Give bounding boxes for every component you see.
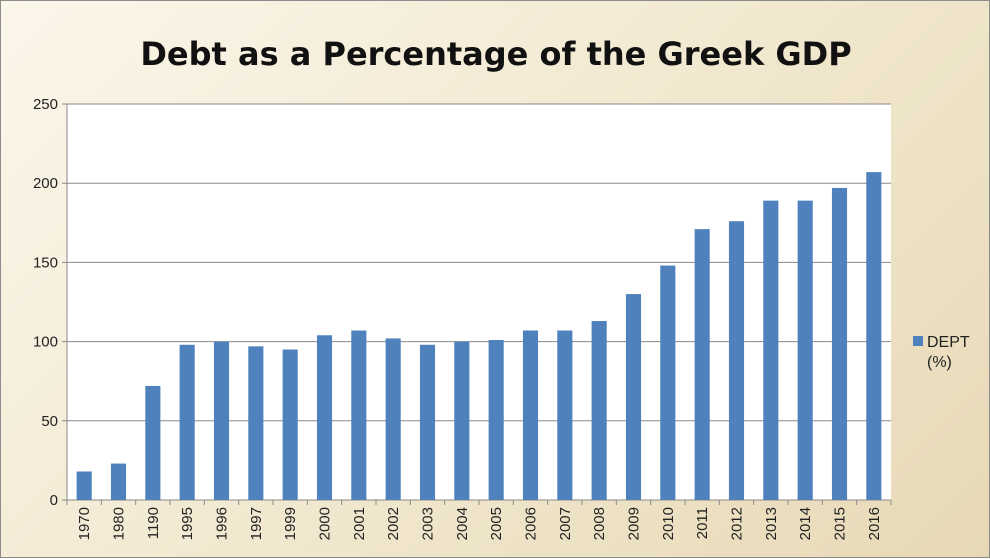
y-tick-label: 200 bbox=[33, 175, 58, 192]
bar-2015 bbox=[831, 187, 848, 500]
bar-2016 bbox=[866, 172, 882, 500]
x-tick-label: 2016 bbox=[866, 507, 883, 540]
bar-2003 bbox=[419, 344, 436, 500]
bar-2014 bbox=[797, 200, 813, 500]
legend-label: DEPT (%) bbox=[927, 334, 970, 371]
x-tick-label: 2003 bbox=[420, 507, 437, 540]
x-tick-label: 2005 bbox=[488, 507, 505, 540]
x-tick-label: 2001 bbox=[351, 507, 368, 540]
bar-2001 bbox=[351, 330, 367, 500]
x-tick-label: 2010 bbox=[660, 507, 677, 540]
legend-swatch bbox=[913, 336, 923, 346]
bar-2012 bbox=[728, 221, 745, 500]
bar-1980 bbox=[110, 463, 127, 500]
x-tick-label: 1997 bbox=[248, 507, 265, 540]
bar-2013 bbox=[763, 200, 779, 500]
y-tick-label: 100 bbox=[33, 334, 58, 351]
x-tick-label: 2000 bbox=[317, 507, 334, 540]
bar-2007 bbox=[557, 330, 573, 500]
bar-2009 bbox=[625, 294, 642, 500]
x-tick-label: 1999 bbox=[282, 507, 299, 540]
x-tick-label: 2013 bbox=[763, 507, 780, 540]
x-tick-label: 2009 bbox=[626, 507, 643, 540]
x-tick-label: 2015 bbox=[832, 507, 849, 540]
bar-1190 bbox=[145, 385, 161, 500]
bar-series bbox=[76, 172, 882, 501]
y-tick-label: 150 bbox=[33, 254, 58, 271]
x-tick-label: 1995 bbox=[179, 507, 196, 540]
bar-2000 bbox=[316, 335, 333, 500]
bar-2002 bbox=[385, 338, 401, 500]
bar-2005 bbox=[488, 340, 504, 500]
bar-2011 bbox=[694, 229, 710, 501]
x-tick-label: 2002 bbox=[385, 507, 402, 540]
x-tick-label: 2007 bbox=[557, 507, 574, 540]
y-tick-labels: 0 50 100 150 200 250 bbox=[33, 96, 58, 509]
bar-1997 bbox=[248, 346, 264, 500]
y-tick-label: 250 bbox=[33, 96, 58, 113]
y-tick-label: 50 bbox=[41, 413, 58, 430]
x-tick-label: 2008 bbox=[591, 507, 608, 540]
x-tick-label: 1996 bbox=[214, 507, 231, 540]
bar-1996 bbox=[213, 341, 230, 500]
bar-1970 bbox=[76, 471, 92, 500]
x-tick-label: 2004 bbox=[454, 507, 471, 540]
axes bbox=[62, 103, 892, 505]
x-tick-label: 2006 bbox=[523, 507, 540, 540]
x-tick-label: 2012 bbox=[729, 507, 746, 540]
bar-1995 bbox=[179, 344, 195, 500]
x-tick-label: 1190 bbox=[145, 507, 162, 539]
y-tick-label: 0 bbox=[50, 492, 58, 509]
x-tick-label: 2014 bbox=[797, 507, 814, 540]
legend: DEPT (%) bbox=[913, 333, 987, 373]
x-tick-label: 1980 bbox=[111, 507, 128, 540]
bar-2010 bbox=[660, 265, 676, 500]
bar-2008 bbox=[591, 321, 607, 500]
bar-1999 bbox=[282, 349, 298, 500]
bar-2006 bbox=[522, 330, 539, 500]
x-tick-labels: 1970 1980 1190 1995 1996 1997 1999 2000 2001 2002… bbox=[76, 507, 883, 540]
plot-area bbox=[67, 104, 891, 500]
x-tick-label: 1970 bbox=[76, 507, 93, 540]
x-tick-label: 2011 bbox=[694, 507, 711, 539]
chart-title: Debt as a Percentage of the Greek GDP bbox=[140, 35, 852, 73]
bar-2004 bbox=[454, 341, 470, 500]
